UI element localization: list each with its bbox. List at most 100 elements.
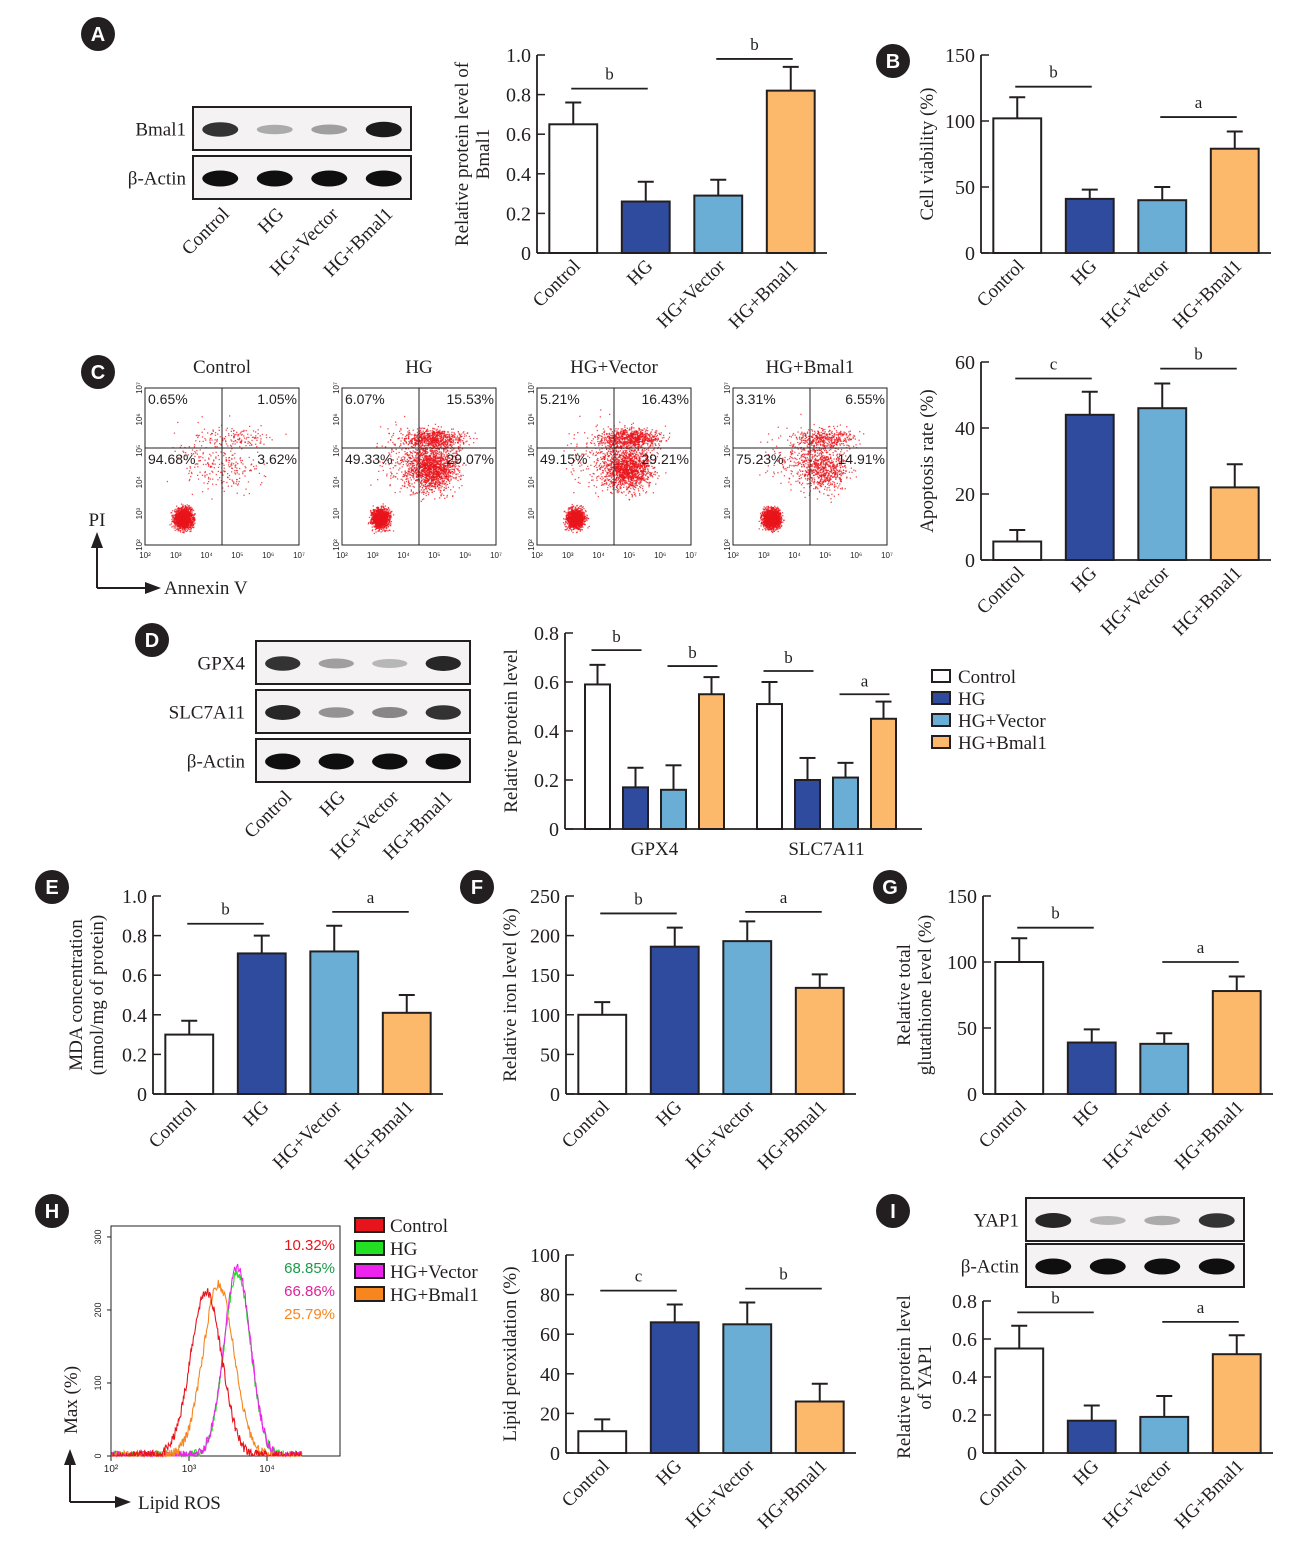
flow-dot: [205, 463, 207, 466]
flow-dot: [388, 520, 390, 522]
flow-dot: [378, 516, 380, 518]
flow-dot: [375, 520, 377, 522]
flow-dot: [439, 456, 441, 458]
flow-dot: [437, 483, 439, 485]
flow-dot: [190, 530, 192, 532]
y-tick-label: 0.8: [122, 926, 147, 948]
flow-dot: [230, 463, 232, 465]
flow-dot: [390, 516, 393, 518]
flow-dot: [235, 440, 237, 442]
flow-dot: [386, 524, 388, 526]
flow-dot: [426, 470, 428, 472]
flow-dot: [452, 477, 454, 479]
x-tick-label: Control: [973, 563, 1029, 619]
flow-dot: [239, 457, 242, 459]
flow-dot: [374, 526, 376, 528]
y-tick-label: 0.8: [506, 85, 531, 107]
flow-dot: [255, 431, 257, 433]
flow-dot: [204, 471, 206, 474]
flow-dot: [427, 462, 429, 464]
flow-dot: [377, 521, 379, 523]
flow-dot: [228, 466, 230, 468]
flow-dot: [223, 490, 225, 492]
flow-dot: [424, 455, 426, 457]
flow-dot: [424, 480, 427, 482]
flow-dot: [392, 530, 395, 532]
blot-row-label: SLC7A11: [169, 703, 245, 724]
flow-dot: [199, 449, 201, 451]
flow-dot: [429, 466, 431, 468]
flow-dot: [421, 475, 423, 477]
flow-dot: [242, 473, 244, 475]
flow-dot: [424, 481, 426, 483]
flow-dot: [390, 511, 392, 514]
flow-dot: [457, 473, 459, 475]
flow-dot: [439, 460, 442, 463]
bar-hg-vector: [1137, 199, 1188, 254]
flow-dot: [176, 524, 178, 526]
flow-dot: [371, 530, 373, 532]
flow-dot: [386, 529, 388, 532]
flow-dot: [189, 467, 191, 469]
flow-dot: [420, 477, 422, 479]
flow-dot: [384, 513, 387, 515]
flow-dot: [419, 466, 421, 468]
flow-dot: [450, 479, 452, 481]
flow-dot: [241, 448, 243, 450]
flow-dot: [389, 518, 391, 520]
flow-dot: [202, 491, 204, 493]
flow-dot: [180, 518, 182, 520]
flow-dot: [426, 469, 428, 471]
flow-dot: [285, 433, 287, 435]
flow-dot: [428, 472, 431, 474]
flow-dot: [423, 454, 425, 456]
flow-dot: [405, 452, 407, 455]
flow-dot: [185, 522, 187, 525]
blot-band: [256, 170, 293, 187]
flow-dot: [229, 415, 231, 417]
flow-dot: [211, 470, 213, 472]
flow-dot: [382, 508, 384, 511]
flow-dot: [212, 452, 214, 454]
flow-dot: [228, 433, 230, 435]
flow-dot: [445, 483, 447, 485]
flow-dot: [190, 517, 192, 520]
flow-dot: [435, 469, 437, 471]
panel-label-text: I: [890, 1201, 896, 1223]
y-tick-label: 0.2: [534, 770, 559, 792]
flow-dot: [241, 459, 244, 462]
flow-dot: [436, 466, 438, 469]
flow-dot: [189, 514, 191, 516]
panel-label-text: A: [91, 24, 105, 46]
flow-dot: [227, 464, 230, 466]
flow-dot: [389, 520, 391, 522]
flow-dot: [441, 453, 443, 455]
flow-dot: [187, 507, 190, 509]
flow-dot: [189, 513, 192, 515]
flow-dot: [374, 525, 377, 527]
flow-dot: [459, 478, 462, 480]
flow-dot: [247, 433, 249, 435]
flow-dot: [228, 456, 231, 459]
flow-dot: [206, 474, 208, 476]
flow-dot: [225, 459, 227, 461]
x-tick-label: HG+Vector: [653, 255, 730, 332]
flow-dot: [204, 476, 206, 478]
flow-dot: [260, 442, 262, 444]
flow-dot: [243, 435, 245, 437]
flow-dot: [388, 517, 391, 520]
flow-dot: [229, 459, 231, 462]
flow-dot: [453, 462, 455, 464]
flow-dot: [186, 521, 188, 523]
flow-dot: [422, 469, 424, 471]
flow-dot: [368, 522, 370, 524]
flow-dot: [224, 436, 227, 438]
flow-dot: [429, 483, 432, 486]
flow-dot: [416, 467, 418, 469]
flow-dot: [415, 466, 417, 468]
flow-dot: [215, 451, 217, 453]
bar-hg: [620, 200, 671, 255]
flow-dot: [419, 451, 421, 453]
flow-dot: [415, 492, 418, 494]
flow-dot: [373, 511, 376, 513]
